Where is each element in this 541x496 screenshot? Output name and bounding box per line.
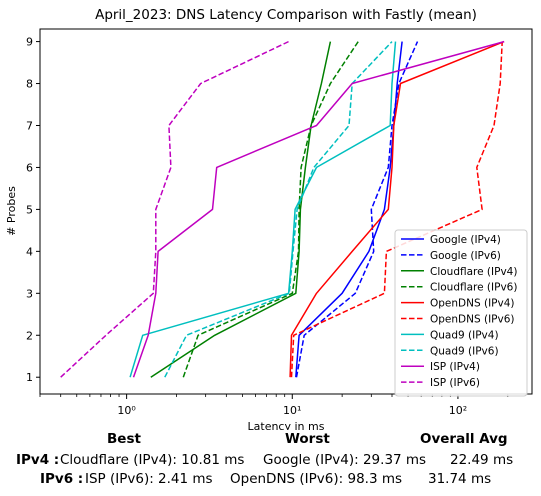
summary-table: Best Worst Overall Avg IPv4 : Cloudflare… xyxy=(0,430,541,496)
chart-title: April_2023: DNS Latency Comparison with … xyxy=(95,7,477,23)
y-tick-label: 3 xyxy=(26,287,33,300)
legend-label-9: ISP (IPv6) xyxy=(430,377,480,389)
legend-label-2: Cloudflare (IPv4) xyxy=(430,266,517,278)
legend-label-3: Cloudflare (IPv6) xyxy=(430,282,517,294)
legend-label-0: Google (IPv4) xyxy=(430,234,501,246)
series-line-1 xyxy=(295,41,419,378)
legend-label-4: OpenDNS (IPv4) xyxy=(430,298,515,310)
summary-ipv6-avg: 31.74 ms xyxy=(428,471,492,487)
y-tick-label: 1 xyxy=(26,371,33,384)
summary-header-avg: Overall Avg xyxy=(420,431,508,447)
summary-ipv6-best: ISP (IPv6): 2.41 ms xyxy=(85,471,213,487)
x-tick-label: 10¹ xyxy=(283,404,301,417)
x-tick-label: 10² xyxy=(449,404,467,417)
series-line-8 xyxy=(132,40,505,378)
y-tick-label: 7 xyxy=(26,119,33,132)
series-line-4 xyxy=(289,40,505,378)
y-tick-label: 2 xyxy=(26,329,33,342)
summary-ipv4-label: IPv4 : xyxy=(16,452,60,468)
y-tick-label: 8 xyxy=(26,78,33,91)
summary-ipv4-avg: 22.49 ms xyxy=(450,452,514,468)
y-tick-label: 6 xyxy=(26,161,33,174)
y-axis-label: # Probes xyxy=(5,186,18,236)
summary-ipv6-label: IPv6 : xyxy=(40,471,84,487)
summary-ipv6-worst: OpenDNS (IPv6): 98.3 ms xyxy=(230,471,403,487)
summary-header-best: Best xyxy=(107,431,141,447)
series-line-6 xyxy=(129,41,397,378)
series-line-3 xyxy=(182,41,359,378)
series-line-5 xyxy=(290,41,503,378)
legend-box xyxy=(394,229,528,397)
legend-label-1: Google (IPv6) xyxy=(430,250,501,262)
series-line-0 xyxy=(295,41,403,378)
series-line-7 xyxy=(164,41,393,378)
legend: Google (IPv4) Google (IPv6) Cloudflare (IP… xyxy=(394,229,528,397)
y-tick-label: 9 xyxy=(26,36,33,49)
legend-label-5: OpenDNS (IPv6) xyxy=(430,314,515,326)
series-line-9 xyxy=(60,40,289,378)
legend-label-6: Quad9 (IPv4) xyxy=(430,329,499,341)
y-tick-label: 4 xyxy=(26,245,33,258)
y-tick-label: 5 xyxy=(26,203,33,216)
axis-ticks: 1 2 3 4 5 6 7 8 9 10⁰ 10¹ 10² xyxy=(26,36,509,417)
summary-ipv4-worst: Google (IPv4): 29.37 ms xyxy=(263,452,427,468)
latency-chart: April_2023: DNS Latency Comparison with … xyxy=(5,7,533,430)
plot-area xyxy=(39,28,533,395)
series-lines xyxy=(60,40,505,378)
series-line-2 xyxy=(150,41,332,378)
legend-label-7: Quad9 (IPv6) xyxy=(430,345,499,357)
legend-label-8: ISP (IPv4) xyxy=(430,361,480,373)
summary-ipv4-best: Cloudflare (IPv4): 10.81 ms xyxy=(60,452,245,468)
x-axis-label: Latency in ms xyxy=(248,420,325,430)
summary-header-worst: Worst xyxy=(285,431,330,447)
x-tick-label: 10⁰ xyxy=(117,404,136,417)
